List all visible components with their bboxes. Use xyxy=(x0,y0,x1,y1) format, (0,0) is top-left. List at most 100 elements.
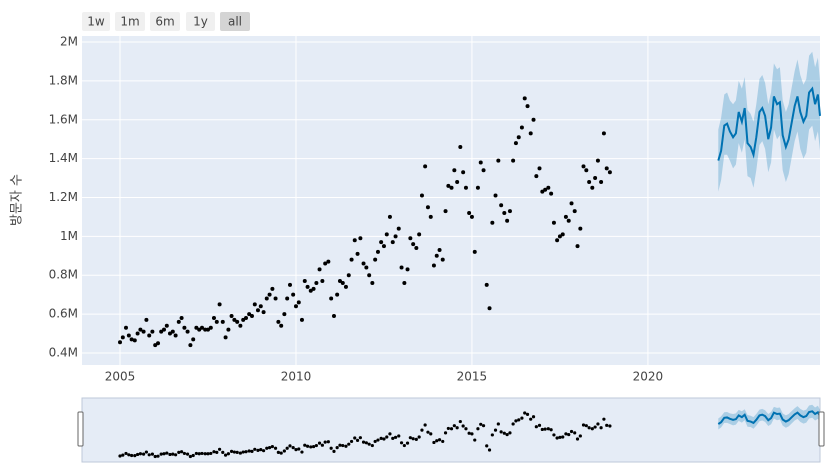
data-point xyxy=(120,335,125,340)
data-point xyxy=(522,96,527,101)
data-point xyxy=(273,296,278,301)
data-point xyxy=(595,158,600,163)
data-point xyxy=(147,333,152,338)
data-point xyxy=(223,335,228,340)
y-tick-label: 0.4M xyxy=(49,345,78,359)
data-point xyxy=(419,193,424,198)
slider-point xyxy=(209,451,213,456)
data-point xyxy=(138,327,143,332)
data-point xyxy=(381,244,386,249)
data-point xyxy=(499,203,504,208)
slider-point xyxy=(124,451,128,456)
button-label[interactable]: all xyxy=(228,15,242,29)
data-point xyxy=(170,329,175,334)
data-point xyxy=(235,319,240,324)
data-point xyxy=(428,214,433,219)
range-button[interactable]: 1m xyxy=(115,12,145,31)
data-point xyxy=(340,280,345,285)
slider-point xyxy=(599,426,603,430)
button-label[interactable]: 1w xyxy=(87,15,105,29)
data-point xyxy=(203,327,208,332)
y-tick-label: 1M xyxy=(60,229,78,243)
data-point xyxy=(572,209,577,214)
slider-point xyxy=(344,444,348,448)
data-point xyxy=(185,329,190,334)
data-point xyxy=(463,185,468,190)
slider-point xyxy=(353,436,357,440)
slider-point xyxy=(329,446,333,450)
slider-handle[interactable] xyxy=(818,411,825,447)
slider-point xyxy=(323,440,327,444)
data-point xyxy=(159,329,164,334)
data-point xyxy=(399,265,404,270)
slider-point xyxy=(212,450,216,454)
data-point xyxy=(431,263,436,268)
data-point xyxy=(200,325,205,330)
slider-point xyxy=(177,450,181,454)
data-point xyxy=(528,131,533,136)
button-label[interactable]: 1y xyxy=(193,15,208,29)
range-button[interactable]: all xyxy=(220,12,250,31)
slider-point xyxy=(364,441,368,445)
slider-point xyxy=(432,440,436,445)
slider-point xyxy=(397,434,401,438)
slider-point xyxy=(543,427,547,431)
slider-handle[interactable] xyxy=(77,411,84,447)
range-button[interactable]: 1y xyxy=(186,12,215,31)
data-point xyxy=(458,144,463,149)
y-tick-label: 1.6M xyxy=(49,112,78,126)
slider-point xyxy=(426,430,430,434)
x-tick-label: 2015 xyxy=(457,370,488,384)
slider-point xyxy=(391,436,395,440)
data-point xyxy=(446,183,451,188)
slider-point xyxy=(520,416,524,420)
button-label[interactable]: 1m xyxy=(120,15,139,29)
slider-point xyxy=(467,431,471,435)
slider-point xyxy=(203,452,207,456)
data-point xyxy=(516,135,521,140)
data-point xyxy=(549,191,554,196)
data-point xyxy=(414,246,419,251)
slider-point xyxy=(496,422,500,426)
button-bg xyxy=(186,12,215,31)
slider-point xyxy=(573,431,577,435)
data-point xyxy=(191,337,196,342)
button-bg xyxy=(220,12,250,31)
data-point xyxy=(537,166,542,171)
data-point xyxy=(214,319,219,324)
range-button[interactable]: 1w xyxy=(82,12,110,31)
data-point xyxy=(232,317,237,322)
slider-point xyxy=(382,437,386,441)
slider-point xyxy=(523,411,527,415)
slider-point xyxy=(341,443,345,448)
data-point xyxy=(317,267,322,272)
data-point xyxy=(507,209,512,214)
slider-point xyxy=(250,449,254,453)
slider-point xyxy=(188,454,192,459)
data-point xyxy=(370,280,375,285)
data-point xyxy=(323,261,328,266)
slider-point xyxy=(200,451,204,456)
button-label[interactable]: 6m xyxy=(155,15,174,29)
data-point xyxy=(599,179,604,184)
data-point xyxy=(367,273,372,278)
slider-point xyxy=(449,427,454,431)
data-point xyxy=(302,279,307,284)
data-point xyxy=(490,220,495,225)
data-point xyxy=(285,296,290,301)
data-point xyxy=(502,211,507,216)
slider-point xyxy=(226,452,231,456)
data-point xyxy=(555,238,560,243)
data-point xyxy=(182,325,187,330)
range-button[interactable]: 6m xyxy=(150,12,180,31)
slider-point xyxy=(555,436,559,440)
slider-point xyxy=(247,449,251,453)
slider-point xyxy=(531,415,536,419)
forecast-line xyxy=(717,86,821,161)
data-point xyxy=(162,327,166,332)
data-point xyxy=(531,117,536,122)
slider-point xyxy=(174,453,178,457)
slider-point xyxy=(584,424,588,428)
slider-point xyxy=(218,447,222,451)
